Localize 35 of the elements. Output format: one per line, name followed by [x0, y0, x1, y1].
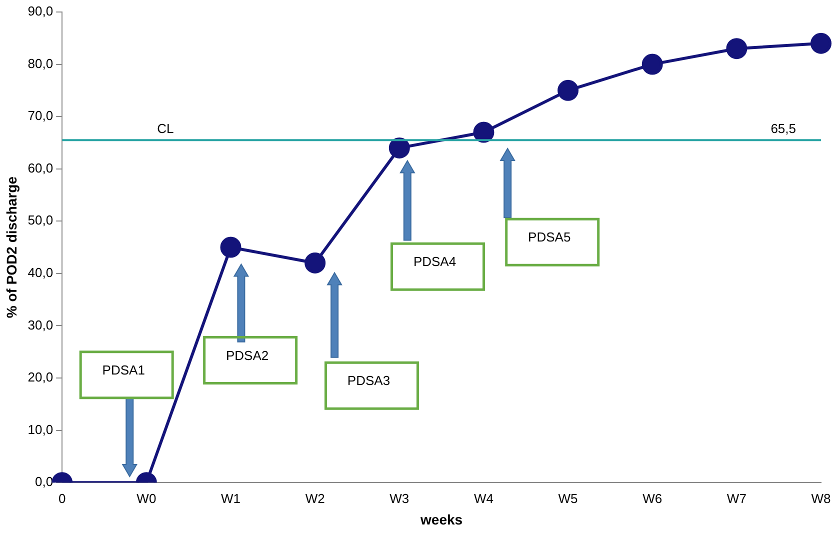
annotation: PDSA4	[413, 254, 456, 270]
point	[558, 80, 579, 101]
y-tick-label: 50,0	[28, 212, 54, 228]
point	[473, 122, 494, 143]
x-tick-label: W7	[726, 490, 746, 506]
y-tick-label: 30,0	[28, 317, 54, 332]
point	[388, 137, 410, 158]
point	[810, 32, 832, 54]
y-axis-title: % of POD2 discharge	[3, 176, 20, 318]
annotation: 65,5	[770, 121, 796, 136]
x-tick-label: 0	[58, 490, 66, 506]
annotation: PDSA1	[102, 362, 145, 378]
x-tick-label: W2	[305, 490, 325, 506]
x-tick-label: W5	[558, 490, 578, 506]
x-tick-label: W0	[136, 490, 156, 506]
point	[726, 38, 748, 60]
y-tick-label: 70,0	[28, 108, 54, 124]
y-tick-label: 0,0	[35, 474, 54, 490]
ref-line-label: CL	[157, 121, 174, 136]
annotation: PDSA5	[528, 230, 571, 245]
y-tick-label: 40,0	[28, 265, 54, 280]
annotation: PDSA2	[226, 348, 269, 363]
y-tick-label: 20,0	[28, 370, 54, 385]
y-tick-label: 90,0	[28, 4, 54, 19]
point	[642, 54, 663, 75]
y-tick-label: 80,0	[28, 56, 54, 71]
x-axis-title: weeks	[420, 511, 463, 528]
y-tick-label: 10,0	[28, 422, 54, 437]
x-tick-label: W8	[811, 490, 831, 506]
x-tick-label: W6	[642, 490, 662, 506]
y-tick-label: 60,0	[28, 160, 54, 176]
annotation: PDSA3	[347, 373, 390, 388]
x-tick-label: W3	[390, 490, 410, 506]
x-tick-label: W1	[220, 490, 240, 506]
x-tick-label: W4	[474, 490, 494, 506]
